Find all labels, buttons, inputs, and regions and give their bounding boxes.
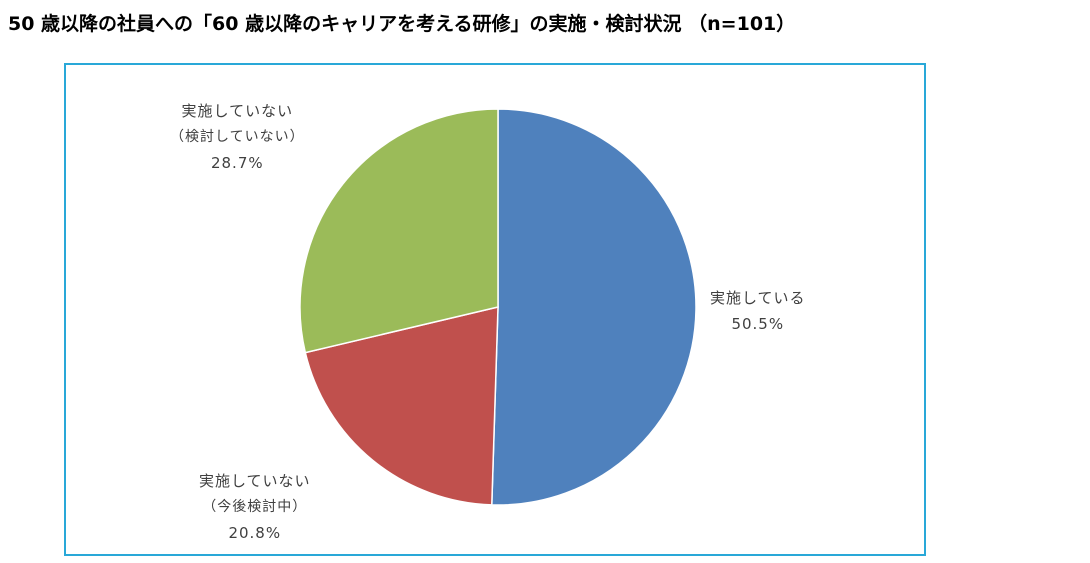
slice-label-considering-sub: （今後検討中） xyxy=(202,499,308,515)
slice-label-considering-name: 実施していない xyxy=(199,472,311,490)
pie-slice-not-considering xyxy=(299,108,499,354)
slice-label-implementing-value: 50.5% xyxy=(731,315,785,333)
pie-slice-implementing xyxy=(491,108,697,506)
chart-title: 50 歳以降の社員への「60 歳以降のキャリアを考える研修」の実施・検討状況 （… xyxy=(8,13,796,35)
pie-chart xyxy=(299,108,697,506)
slice-label-considering-value: 20.8% xyxy=(228,524,282,542)
slice-label-implementing: 実施している 50.5% xyxy=(710,285,806,337)
slice-label-not-considering-name: 実施していない xyxy=(181,102,294,120)
slice-label-not-considering-value: 28.7% xyxy=(210,154,264,172)
pie-slice-considering xyxy=(304,306,499,506)
slice-label-not-considering-sub: （検討していない） xyxy=(170,129,305,145)
slice-label-not-considering: 実施していない （検討していない） 28.7% xyxy=(170,98,305,176)
slice-label-considering: 実施していない （今後検討中） 20.8% xyxy=(199,468,311,546)
slice-label-implementing-name: 実施している xyxy=(710,289,806,307)
chart-area: 実施している 50.5% 実施していない （今後検討中） 20.8% 実施してい… xyxy=(64,63,926,556)
